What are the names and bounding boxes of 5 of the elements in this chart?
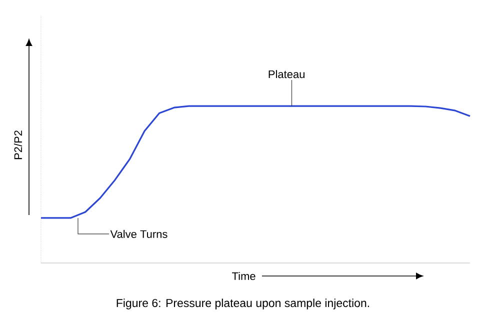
y-axis-title: P2/P2 — [14, 130, 22, 160]
annotation: Valve Turns — [110, 230, 168, 238]
x-axis-title: Time — [232, 272, 256, 280]
text: Plateau — [268, 70, 304, 78]
caption: Figure 6: Pressure plateau upon sample injection. — [116, 298, 370, 310]
